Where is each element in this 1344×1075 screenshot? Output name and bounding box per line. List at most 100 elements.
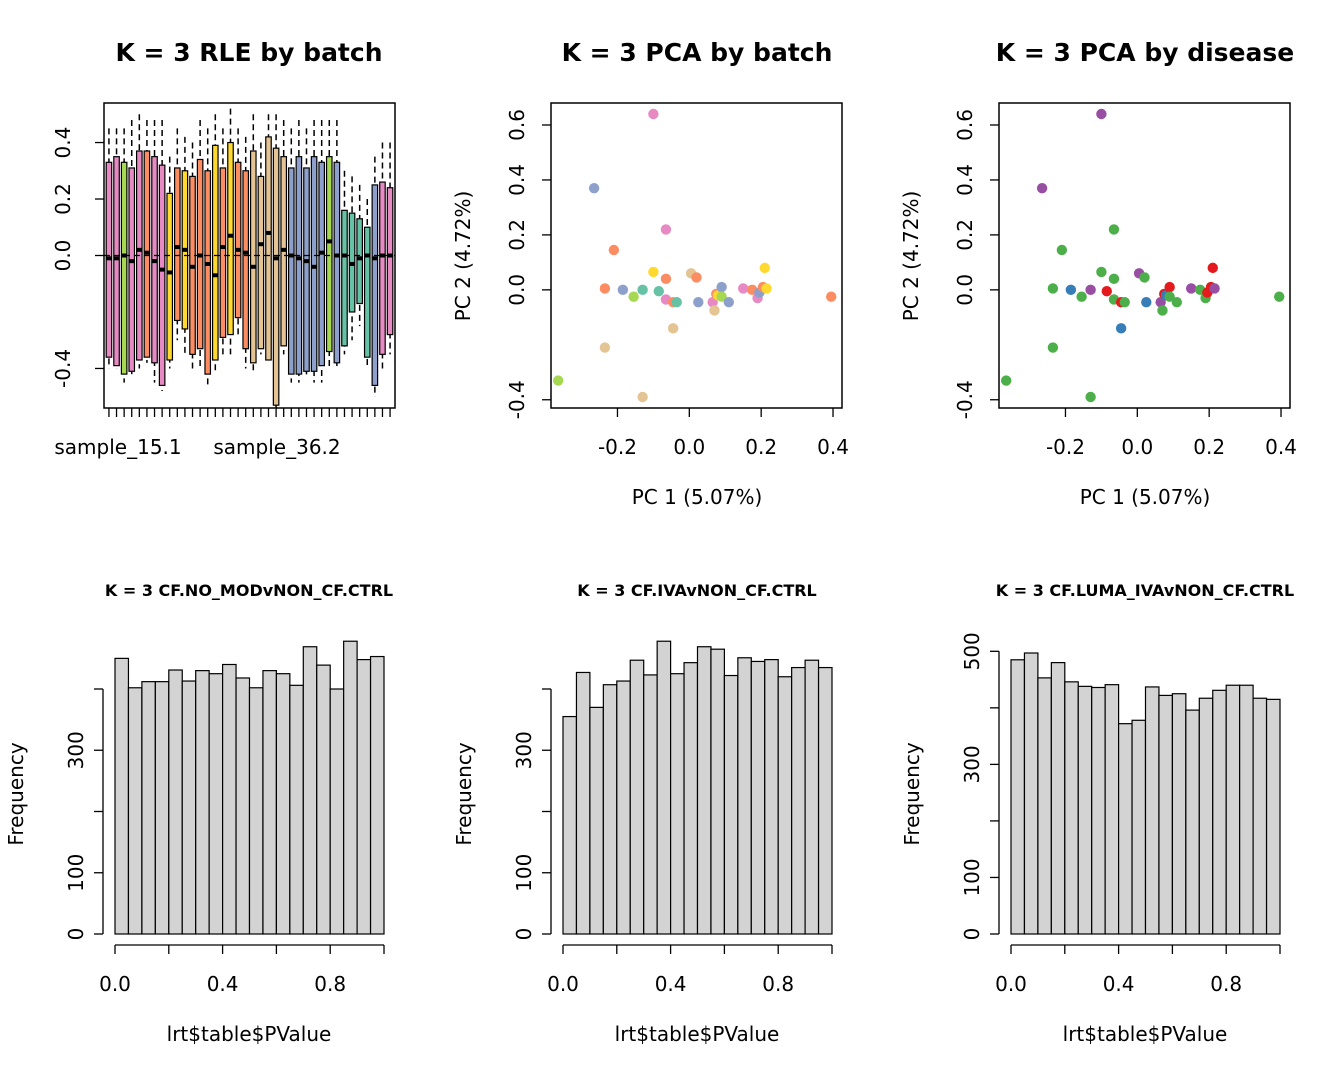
pca-y-tick-label: -0.4 — [505, 380, 529, 419]
pca-point — [691, 272, 702, 283]
rle-y-tick-label: -0.4 — [51, 349, 75, 388]
rle-box — [166, 192, 174, 361]
pca-point — [738, 283, 749, 294]
pca-point — [617, 284, 629, 296]
pca-x-tick-label: 0.2 — [1193, 435, 1225, 459]
histogram-x-tick-label: 0.0 — [99, 972, 131, 996]
histogram-y-tick-label: 500 — [960, 632, 984, 670]
histogram-bar — [154, 681, 170, 935]
histogram-bar — [1104, 684, 1120, 935]
rle-box — [287, 167, 295, 375]
histogram-bar — [1050, 662, 1066, 935]
pca-y-tick-label: -0.4 — [953, 380, 977, 419]
histogram-bar — [1225, 684, 1241, 935]
histogram-x-tick-label: 0.8 — [762, 972, 794, 996]
rle-plot-title: K = 3 RLE by batch — [115, 38, 382, 67]
histogram-y-tick-label: 300 — [960, 745, 984, 783]
pca-x-tick-label: 0.0 — [673, 435, 705, 459]
pca-point — [608, 244, 620, 256]
pca-batch-axes: -0.2 0.0 0.2 0.4 -0.4 0.0 0.2 0.4 0.6 — [505, 109, 849, 459]
histogram-bar — [168, 669, 183, 935]
rle-box — [211, 144, 219, 361]
pca-point — [716, 291, 727, 302]
rle-box — [265, 136, 272, 361]
histogram-bar — [764, 658, 779, 935]
histogram-bar — [1158, 694, 1173, 935]
pca-point — [709, 305, 720, 316]
rle-box — [219, 167, 227, 338]
histogram-bar — [737, 657, 752, 935]
pca-y-tick-label: 0.2 — [953, 219, 977, 251]
rle-box — [120, 161, 128, 375]
histogram-iva-panel: K = 3 CF.IVAvNON_CF.CTRL 0 100 300 0.0 0.4 0.… — [452, 581, 833, 1046]
pca-y-tick-label: 0.0 — [505, 274, 529, 306]
rle-box — [333, 161, 341, 364]
rle-box — [356, 218, 364, 305]
rle-y-tick-label: 0.2 — [51, 183, 75, 215]
pca-x-tick-label: -0.2 — [1046, 435, 1085, 459]
pca-point — [761, 283, 772, 294]
histogram-bar — [710, 648, 726, 935]
histogram-luma-iva-axes: 0 100 300 500 0.0 0.4 0.8 — [960, 632, 1281, 996]
rle-box — [204, 170, 212, 375]
histogram-bar — [1239, 684, 1254, 935]
histogram-x-tick-label: 0.0 — [547, 972, 579, 996]
pca-disease-frame — [998, 102, 1291, 409]
histogram-y-tick-label: 100 — [960, 858, 984, 896]
pca-point — [1056, 244, 1068, 256]
histogram-bar — [1212, 689, 1227, 935]
rle-box — [310, 156, 318, 372]
histogram-bar — [329, 688, 345, 935]
pca-x-tick-label: 0.4 — [1265, 435, 1297, 459]
rle-box — [257, 175, 265, 350]
rle-box — [158, 164, 166, 387]
pca-batch-points — [552, 108, 837, 403]
histogram-bar — [1023, 652, 1039, 935]
histogram-bar — [1091, 686, 1106, 935]
pca-x-tick-label: 0.4 — [817, 435, 849, 459]
rle-y-tick-label: 0.4 — [51, 127, 75, 159]
pca-point — [1108, 224, 1120, 235]
pca-point — [1186, 283, 1197, 294]
histogram-bar — [562, 715, 578, 935]
pca-point — [660, 224, 672, 235]
pca-point — [1207, 262, 1218, 274]
rle-box — [318, 161, 326, 367]
pca-point — [1157, 305, 1168, 316]
pca-point — [671, 297, 682, 308]
pca-point — [1047, 342, 1059, 353]
rle-boxes — [104, 108, 395, 408]
rle-box — [386, 187, 394, 336]
pca-point — [716, 281, 727, 293]
histogram-bar — [575, 671, 591, 935]
histogram-x-tick-label: 0.4 — [655, 972, 687, 996]
histogram-bar — [302, 646, 318, 935]
pca-point — [637, 391, 648, 403]
histogram-x-tick-label: 0.8 — [314, 972, 346, 996]
pca-point — [1139, 272, 1150, 283]
histogram-bar — [791, 666, 806, 935]
rle-box — [295, 156, 303, 375]
histogram-bar — [1131, 719, 1147, 935]
histogram-bar — [1077, 685, 1093, 935]
rle-y-tick-label: 0.0 — [51, 240, 75, 272]
histogram-bar — [235, 677, 251, 935]
rle-box — [371, 184, 379, 387]
pca-disease-points — [1000, 108, 1285, 403]
pca-point — [1119, 297, 1130, 308]
pca-point — [1209, 283, 1220, 294]
pca-point — [1085, 284, 1096, 296]
pca-point — [599, 283, 611, 294]
pca-point — [637, 284, 648, 296]
histogram-bar — [275, 673, 291, 935]
histogram-bar — [316, 664, 331, 935]
pca-point — [653, 286, 664, 297]
pca-y-tick-label: 0.4 — [953, 164, 977, 196]
histogram-bar — [643, 674, 658, 935]
histogram-no-mod-title: K = 3 CF.NO_MODvNON_CF.CTRL — [105, 581, 393, 600]
histogram-bar — [369, 655, 385, 935]
pca-point — [826, 291, 837, 302]
rle-box — [303, 167, 310, 372]
histogram-no-mod-x-label: lrt$table$PValue — [167, 1022, 332, 1046]
